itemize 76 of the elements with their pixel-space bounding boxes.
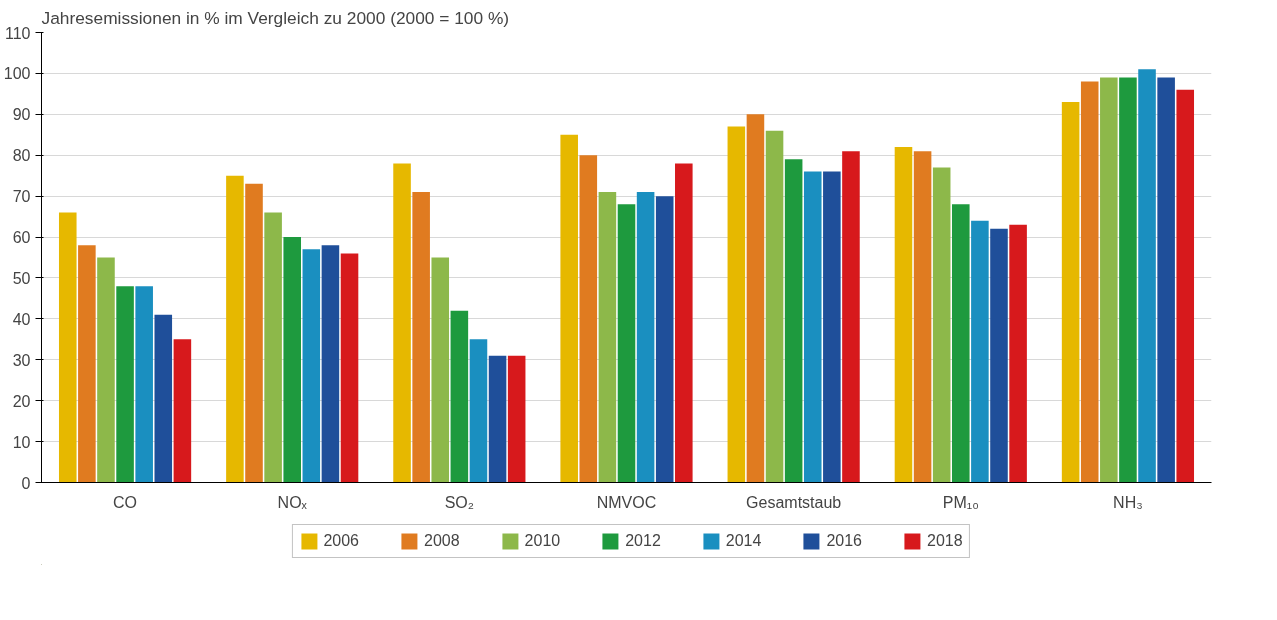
bar xyxy=(765,130,784,483)
y-tick-label: 10 xyxy=(12,433,31,451)
bar xyxy=(321,245,340,483)
legend-label: 2010 xyxy=(524,532,561,550)
bar xyxy=(264,212,282,483)
legend-label: 2014 xyxy=(725,532,762,550)
x-tick-label: SO₂ xyxy=(444,493,475,511)
bar xyxy=(598,192,617,483)
x-tick-label: NMVOC xyxy=(596,493,657,511)
bar xyxy=(952,204,970,483)
bar xyxy=(1100,77,1118,483)
bar xyxy=(1119,77,1137,483)
bar xyxy=(932,167,951,483)
x-tick-label: NH₃ xyxy=(1113,493,1143,511)
bar xyxy=(97,257,115,483)
y-tick-label: 90 xyxy=(12,106,31,124)
bar xyxy=(393,163,411,483)
x-tick-label: NOₓ xyxy=(277,493,308,511)
bar xyxy=(135,286,153,483)
y-tick-label: 80 xyxy=(12,147,31,165)
bar xyxy=(488,355,507,483)
bar xyxy=(560,134,578,483)
bar xyxy=(1157,77,1175,483)
y-tick-label: 0 xyxy=(21,474,31,492)
y-tick-label: 40 xyxy=(12,310,31,328)
bar xyxy=(302,249,321,483)
y-tick-label: 30 xyxy=(12,351,31,369)
bar xyxy=(727,126,746,483)
y-tick-label: 100 xyxy=(3,65,31,83)
bar xyxy=(469,339,488,483)
bar xyxy=(1176,89,1195,483)
legend-label: 2012 xyxy=(625,532,661,550)
y-tick-label: 110 xyxy=(4,24,31,42)
legend-label: 2016 xyxy=(826,532,862,550)
y-tick-label: 20 xyxy=(12,392,31,410)
bar xyxy=(823,171,841,483)
bar xyxy=(636,192,655,483)
bar xyxy=(746,114,765,483)
bar xyxy=(579,155,598,483)
y-tick-label: 70 xyxy=(12,188,31,206)
bar xyxy=(173,339,192,483)
bar xyxy=(990,228,1008,483)
bar xyxy=(1009,224,1027,483)
bar xyxy=(116,286,134,483)
bar xyxy=(971,220,989,483)
legend-label: 2008 xyxy=(424,532,460,550)
bar xyxy=(1080,81,1099,483)
bar xyxy=(450,310,469,483)
bar xyxy=(58,212,77,483)
bar xyxy=(431,257,450,483)
legend-label: 2018 xyxy=(926,532,963,550)
bar xyxy=(283,237,301,483)
bar xyxy=(1138,69,1156,483)
bar xyxy=(507,355,526,483)
x-tick-label: Gesamtstaub xyxy=(746,493,842,511)
bar xyxy=(784,159,803,483)
x-tick-label: CO xyxy=(113,493,138,511)
bar xyxy=(675,163,693,483)
bar xyxy=(803,171,822,483)
y-tick-label: 60 xyxy=(12,229,31,247)
y-tick-label: 50 xyxy=(12,269,31,287)
bar xyxy=(655,196,674,483)
bar xyxy=(245,183,263,483)
bar xyxy=(894,147,913,483)
bar xyxy=(913,151,932,483)
bar xyxy=(154,314,173,483)
bar xyxy=(617,204,636,483)
legend-label: 2006 xyxy=(323,532,360,550)
bar xyxy=(412,192,430,483)
bar xyxy=(340,253,359,483)
bar xyxy=(1061,102,1080,483)
chart-title: Jahresemissionen in % im Vergleich zu 2000 (2000 = 100 %) xyxy=(41,7,510,28)
x-tick-label: PM₁₀ xyxy=(942,493,979,511)
bar xyxy=(842,151,860,483)
bar xyxy=(226,175,244,483)
bar xyxy=(78,245,96,483)
